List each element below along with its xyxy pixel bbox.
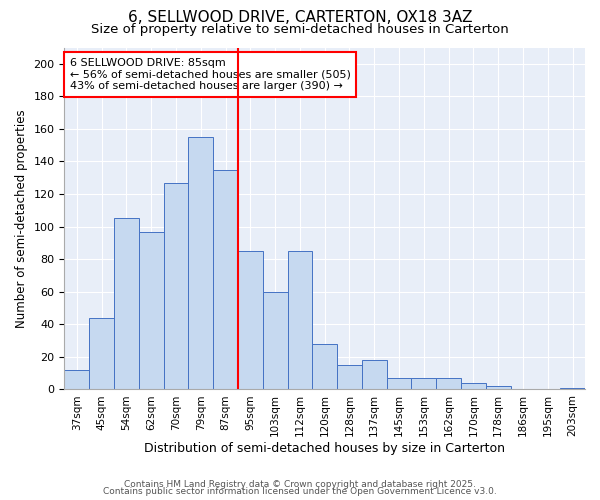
Bar xyxy=(213,170,238,390)
Bar xyxy=(313,344,337,390)
Y-axis label: Number of semi-detached properties: Number of semi-detached properties xyxy=(15,109,28,328)
Bar xyxy=(139,232,164,390)
Text: Contains HM Land Registry data © Crown copyright and database right 2025.: Contains HM Land Registry data © Crown c… xyxy=(124,480,476,489)
Bar xyxy=(412,378,436,390)
Text: 6 SELLWOOD DRIVE: 85sqm
← 56% of semi-detached houses are smaller (505)
43% of s: 6 SELLWOOD DRIVE: 85sqm ← 56% of semi-de… xyxy=(70,58,350,91)
Bar xyxy=(89,318,114,390)
Bar xyxy=(164,182,188,390)
Bar xyxy=(263,292,287,390)
Bar xyxy=(337,365,362,390)
Bar xyxy=(362,360,386,390)
Bar xyxy=(486,386,511,390)
Bar xyxy=(188,137,213,390)
Bar xyxy=(386,378,412,390)
Bar xyxy=(287,251,313,390)
Text: Contains public sector information licensed under the Open Government Licence v3: Contains public sector information licen… xyxy=(103,487,497,496)
Bar xyxy=(238,251,263,390)
Bar xyxy=(64,370,89,390)
Bar xyxy=(560,388,585,390)
Text: 6, SELLWOOD DRIVE, CARTERTON, OX18 3AZ: 6, SELLWOOD DRIVE, CARTERTON, OX18 3AZ xyxy=(128,10,472,25)
Bar xyxy=(461,383,486,390)
X-axis label: Distribution of semi-detached houses by size in Carterton: Distribution of semi-detached houses by … xyxy=(144,442,505,455)
Bar xyxy=(436,378,461,390)
Bar xyxy=(114,218,139,390)
Text: Size of property relative to semi-detached houses in Carterton: Size of property relative to semi-detach… xyxy=(91,22,509,36)
